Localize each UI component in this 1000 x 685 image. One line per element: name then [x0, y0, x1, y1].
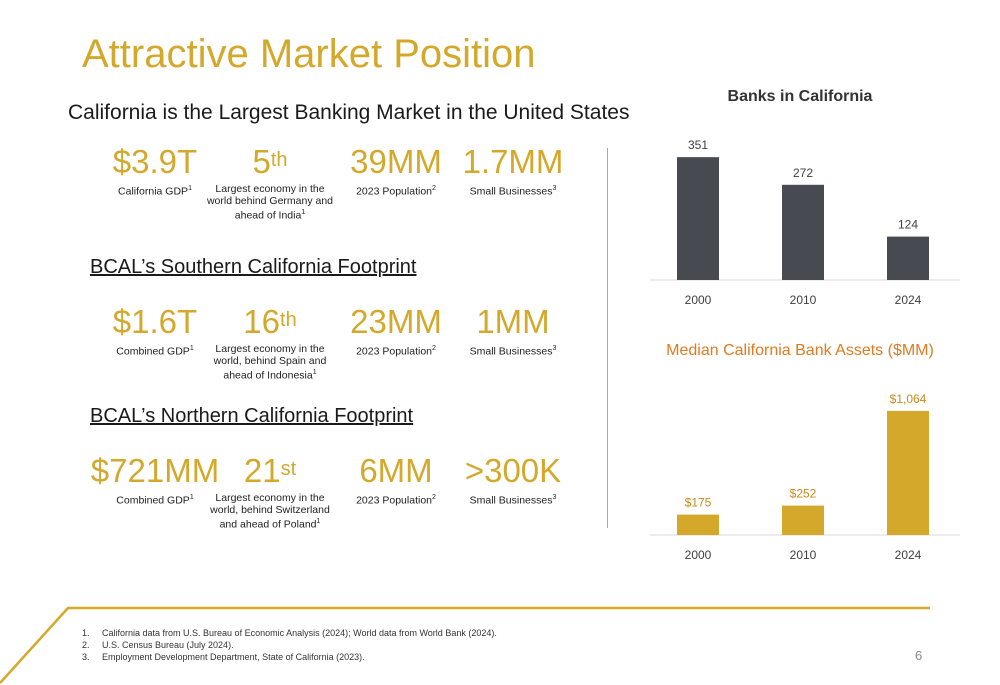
footnote-ref: 1 [312, 369, 317, 376]
stat-item: >300K Small Businesses3 [448, 452, 578, 507]
chart-median-bank-assets: $175 2000 $252 2010 $1,064 2024 [650, 392, 960, 562]
footnote-ref: 1 [189, 345, 194, 352]
footnote-ref: 2 [432, 494, 436, 501]
stat-item: 5th Largest economy in the world behind G… [205, 143, 335, 222]
footnote-number: 1. [82, 628, 90, 638]
footnote-ref: 2 [432, 345, 436, 352]
stat-value: 16th [243, 303, 297, 340]
footnote-ref: 3 [552, 185, 557, 192]
stat-item: 1MM Small Businesses3 [448, 303, 578, 358]
chart-title-banks: Banks in California [727, 88, 873, 105]
stat-item: $721MM Combined GDP1 [90, 452, 220, 507]
bar-2000 [677, 514, 719, 535]
footnote-ref: 1 [188, 185, 192, 192]
stat-label: Largest economy in the world, behind Swi… [210, 492, 330, 531]
stat-item: 1.7MM Small Businesses3 [448, 143, 578, 198]
stat-label: Largest economy in the world behind Germ… [206, 183, 334, 222]
footnote-ref: 1 [316, 518, 321, 525]
footnote-ref: 3 [552, 494, 557, 501]
southern-footprint-heading: BCAL’s Southern California Footprint [90, 256, 417, 278]
bar-2000 [677, 157, 719, 280]
stat-value: 39MM [350, 143, 442, 180]
stat-item: $1.6T Combined GDP1 [90, 303, 220, 358]
stat-label: Combined GDP1 [116, 345, 194, 358]
stat-item: 16th Largest economy in the world, behind… [205, 303, 335, 382]
footnote-number: 2. [82, 640, 90, 650]
stat-label: Largest economy in the world, behind Spa… [213, 343, 327, 382]
stat-value: $1.6T [112, 303, 198, 340]
footnote-ref: 3 [552, 345, 557, 352]
x-tick-label: 2000 [685, 293, 712, 307]
stat-value-suffix: st [280, 458, 297, 480]
page-title: Attractive Market Position [82, 32, 536, 76]
footnote-item: 3. Employment Development Department, Sta… [82, 651, 497, 663]
stat-label: 2023 Population2 [356, 345, 436, 358]
stat-value: 21st [243, 452, 297, 489]
footnote-text: U.S. Census Bureau (July 2024). [102, 640, 234, 650]
x-tick-label: 2000 [685, 548, 712, 562]
data-label: $1,064 [890, 392, 927, 406]
stat-value-suffix: th [270, 149, 288, 171]
stat-value: $3.9T [112, 143, 198, 180]
x-tick-label: 2010 [790, 548, 817, 562]
northern-footprint-heading: BCAL’s Northern California Footprint [90, 405, 414, 427]
stat-item: 39MM 2023 Population2 [331, 143, 461, 198]
footnote-item: 1. California data from U.S. Bureau of Ec… [82, 627, 497, 639]
stat-value: >300K [464, 452, 562, 489]
vertical-divider [607, 148, 608, 528]
stat-value: $721MM [90, 452, 220, 489]
stat-label: California GDP1 [118, 185, 192, 198]
stat-value-suffix: th [280, 309, 297, 331]
data-label: 272 [793, 166, 813, 180]
data-label: $175 [685, 496, 712, 510]
stat-value: 23MM [350, 303, 442, 340]
stat-label: 2023 Population2 [356, 185, 436, 198]
stat-value: 5th [252, 143, 288, 180]
footnote-item: 2. U.S. Census Bureau (July 2024). [82, 639, 497, 651]
bar-2010 [782, 505, 824, 535]
stat-value: 6MM [359, 452, 433, 489]
x-tick-label: 2010 [790, 293, 817, 307]
stat-label: Small Businesses3 [469, 345, 557, 358]
stat-item: $3.9T California GDP1 [90, 143, 220, 198]
footnote-text: Employment Development Department, State… [102, 652, 365, 662]
chart-banks-in-california: 351 2000 272 2010 124 2024 [650, 138, 960, 307]
footnotes: 1. California data from U.S. Bureau of Ec… [82, 627, 497, 663]
stat-item: 6MM 2023 Population2 [331, 452, 461, 507]
footnote-ref: 2 [432, 185, 436, 192]
page-number: 6 [915, 648, 923, 663]
stat-label: Small Businesses3 [469, 494, 557, 507]
footnote-text: California data from U.S. Bureau of Econ… [102, 628, 497, 638]
stat-item: 23MM 2023 Population2 [331, 303, 461, 358]
stat-item: 21st Largest economy in the world, behind… [205, 452, 335, 531]
stat-value: 1.7MM [462, 143, 564, 180]
data-label: 124 [898, 218, 918, 232]
page-subtitle: California is the Largest Banking Market… [68, 101, 630, 124]
x-tick-label: 2024 [895, 293, 922, 307]
x-tick-label: 2024 [895, 548, 922, 562]
footnote-ref: 1 [301, 209, 306, 216]
stat-label: Small Businesses3 [469, 185, 557, 198]
bar-2024 [887, 236, 929, 280]
gold-corner-line [0, 606, 930, 684]
chart-title-median-assets: Median California Bank Assets ($MM) [666, 342, 934, 359]
bar-2010 [782, 184, 824, 280]
footnote-ref: 1 [189, 494, 194, 501]
stat-label: Combined GDP1 [116, 494, 194, 507]
stat-label: 2023 Population2 [356, 494, 436, 507]
footnote-number: 3. [82, 652, 90, 662]
data-label: 351 [688, 138, 708, 152]
bar-2024 [887, 410, 929, 535]
stat-value: 1MM [476, 303, 550, 340]
data-label: $252 [790, 487, 817, 501]
